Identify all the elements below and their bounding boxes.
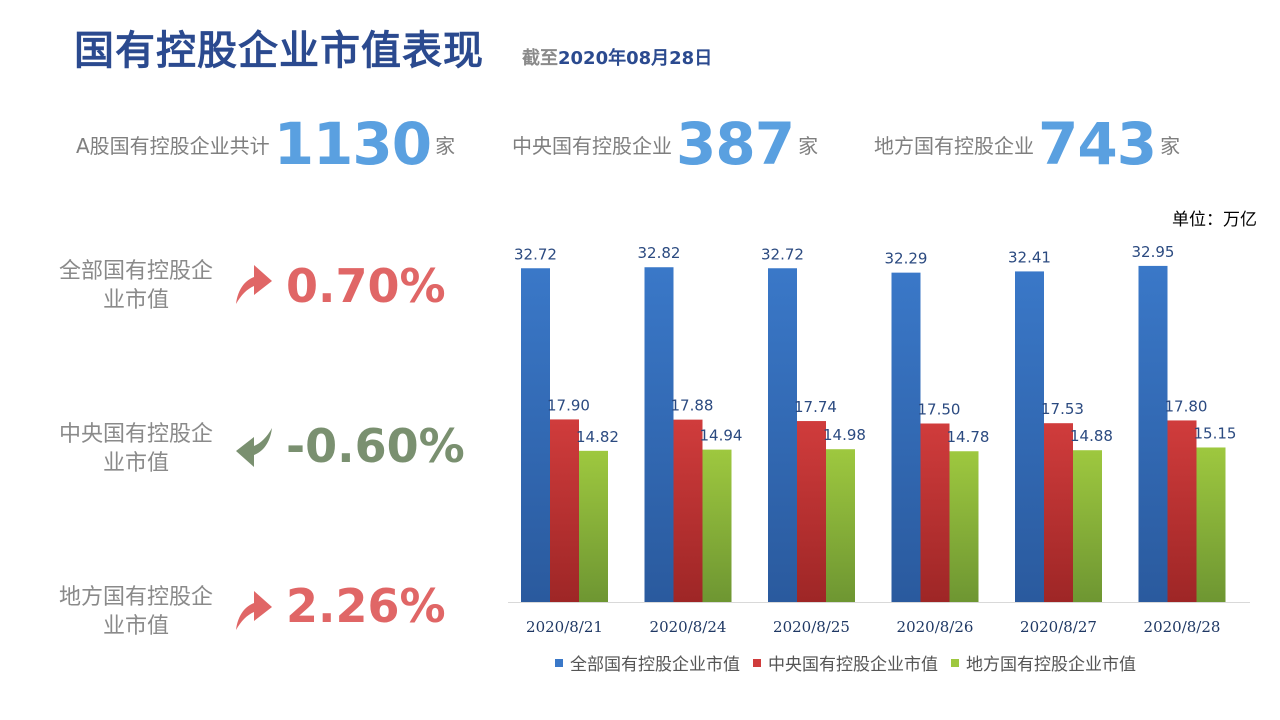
page-title: 国有控股企业市值表现 (74, 28, 484, 74)
data-label-s0-c5: 32.95 (1132, 243, 1175, 261)
data-label-s2-c5: 15.15 (1194, 424, 1237, 442)
legend-item-all: 全部国有控股企业市值 (555, 650, 740, 675)
bar-s2-c2 (826, 449, 855, 602)
legend-swatch-central (753, 658, 761, 667)
legend-item-local: 地方国有控股企业市值 (951, 650, 1136, 675)
stat-local-label: 地方国有控股企业 (874, 133, 1034, 158)
data-label-s1-c4: 17.53 (1041, 400, 1084, 418)
data-label-s1-c2: 17.74 (794, 398, 837, 416)
stat-central: 中央国有控股企业 387 家 (512, 108, 818, 180)
legend-label-central: 中央国有控股企业市值 (768, 655, 938, 675)
curved-up-arrow-icon (236, 591, 272, 630)
bar-s2-c1 (702, 449, 732, 602)
x-tick-label-2: 2020/8/25 (773, 618, 850, 636)
change-all-label: 全部国有控股企业市值 (58, 259, 213, 313)
bar-s0-c4 (1015, 271, 1044, 602)
data-label-s0-c1: 32.82 (638, 244, 681, 262)
legend-swatch-all (555, 658, 563, 667)
bar-s1-c4 (1044, 423, 1073, 602)
bar-s1-c3 (920, 423, 950, 602)
data-label-s1-c0: 17.90 (547, 396, 590, 414)
change-local-value: 2.26% (286, 579, 446, 633)
bar-s2-c5 (1196, 447, 1226, 602)
data-label-s0-c0: 32.72 (514, 245, 557, 263)
stat-total-unit: 家 (435, 133, 456, 158)
bar-chart: 32.72 17.90 14.82 2020/8/21 32.82 17.88 14.94 2… (508, 243, 1250, 636)
stat-total-label: A股国有控股企业共计 (76, 133, 270, 158)
data-label-s2-c3: 14.78 (947, 428, 990, 446)
x-tick-label-1: 2020/8/24 (650, 618, 727, 636)
legend-label-local: 地方国有控股企业市值 (966, 655, 1136, 675)
change-central-label: 中央国有控股企业市值 (58, 422, 213, 476)
page-subtitle: 截至2020年08月28日 (522, 44, 712, 70)
stat-total: A股国有控股企业共计 1130 家 (76, 108, 455, 180)
curved-down-arrow-icon (236, 428, 272, 467)
data-label-s0-c4: 32.41 (1008, 248, 1051, 266)
data-label-s1-c1: 17.88 (671, 397, 714, 415)
data-label-s0-c2: 32.72 (761, 245, 804, 263)
bar-s0-c3 (891, 272, 921, 602)
bar-s0-c2 (768, 268, 797, 602)
x-tick-label-5: 2020/8/28 (1144, 618, 1221, 636)
unit-note: 单位：万亿 (1172, 210, 1257, 230)
data-label-s2-c0: 14.82 (576, 428, 619, 446)
legend-label-all: 全部国有控股企业市值 (570, 655, 740, 675)
bar-s1-c5 (1167, 420, 1197, 602)
curved-up-arrow-icon (236, 265, 272, 304)
bar-s1-c1 (673, 419, 703, 602)
bar-s0-c0 (521, 268, 550, 602)
stat-local: 地方国有控股企业 743 家 (874, 108, 1180, 180)
bar-s2-c3 (949, 451, 979, 602)
stat-central-value: 387 (676, 110, 795, 178)
bar-s0-c1 (644, 267, 674, 602)
bar-s1-c2 (797, 421, 826, 602)
bar-s2-c4 (1073, 450, 1102, 602)
stat-total-value: 1130 (273, 110, 432, 178)
data-label-s2-c2: 14.98 (823, 426, 866, 444)
data-label-s1-c5: 17.80 (1165, 397, 1208, 415)
x-tick-label-0: 2020/8/21 (526, 618, 603, 636)
stat-central-unit: 家 (798, 133, 819, 158)
stat-central-label: 中央国有控股企业 (512, 133, 672, 158)
data-label-s1-c3: 17.50 (918, 401, 961, 419)
bar-s1-c0 (550, 419, 579, 602)
x-tick-label-4: 2020/8/27 (1020, 618, 1097, 636)
bar-s2-c0 (579, 450, 608, 602)
bar-s0-c5 (1138, 265, 1168, 602)
data-label-s2-c1: 14.94 (700, 427, 743, 445)
change-central-value: -0.60% (286, 419, 465, 473)
data-label-s0-c3: 32.29 (885, 250, 928, 268)
x-tick-label-3: 2020/8/26 (897, 618, 974, 636)
stat-local-value: 743 (1038, 110, 1157, 178)
change-all-value: 0.70% (286, 259, 446, 313)
subtitle-prefix: 截至 (522, 48, 558, 69)
legend-swatch-local (951, 658, 959, 667)
data-label-s2-c4: 14.88 (1070, 427, 1113, 445)
legend-item-central: 中央国有控股企业市值 (753, 650, 938, 675)
subtitle-date: 2020年08月28日 (558, 48, 713, 69)
stat-local-unit: 家 (1160, 133, 1181, 158)
chart-legend: 全部国有控股企业市值 中央国有控股企业市值 地方国有控股企业市值 (555, 650, 1149, 675)
change-local-label: 地方国有控股企业市值 (58, 585, 213, 639)
